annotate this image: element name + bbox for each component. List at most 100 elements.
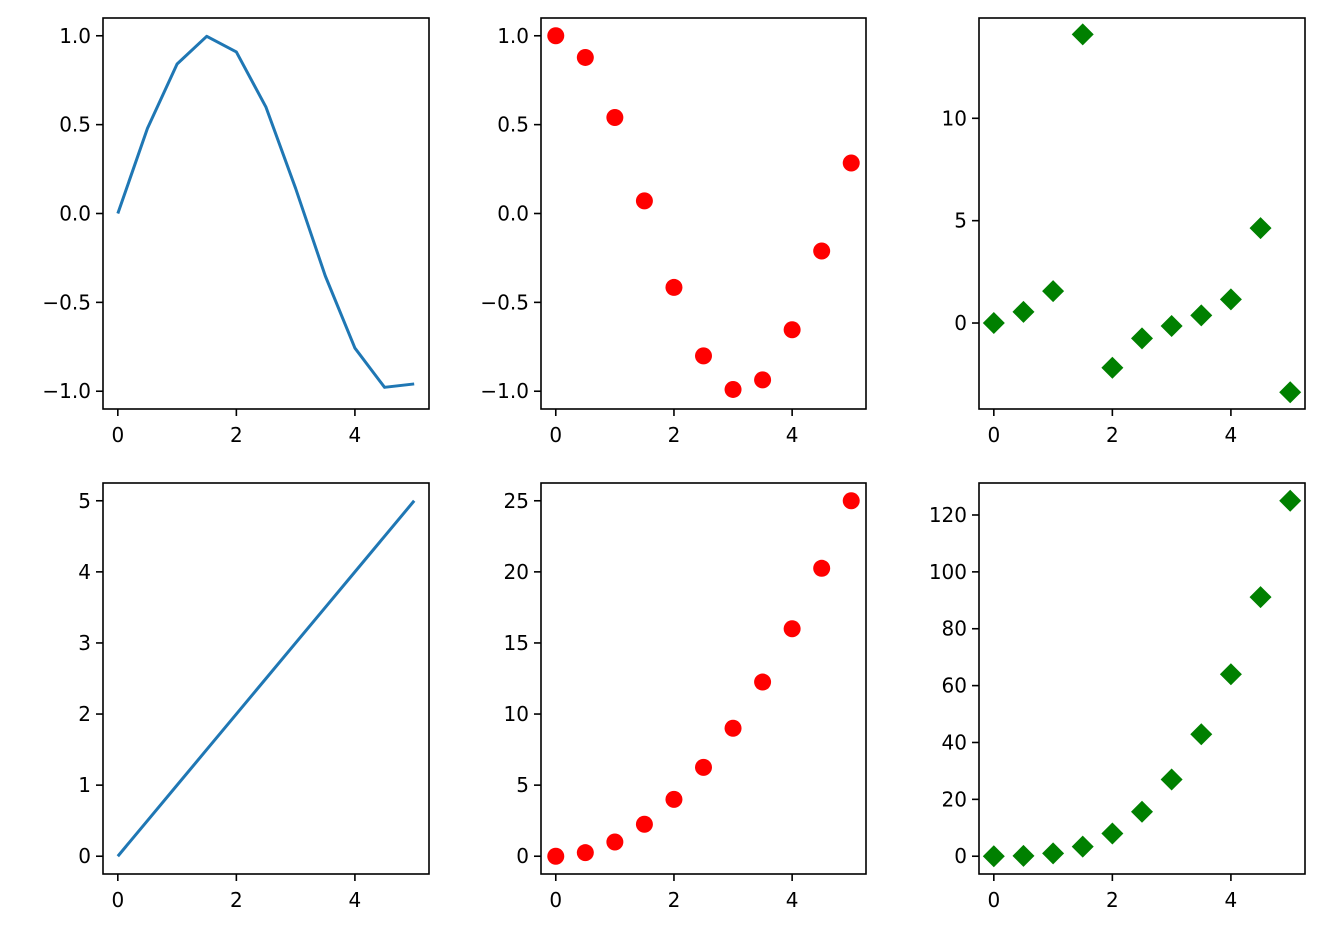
data-point <box>547 847 565 865</box>
data-point <box>982 312 1005 335</box>
data-point <box>1131 327 1153 350</box>
y-tick-label: 100 <box>929 560 967 584</box>
y-tick-label: −0.5 <box>480 290 529 314</box>
data-point <box>665 278 683 296</box>
subplot-1: 0 2 4 −1.0 −0.5 0.0 0.5 1.0 <box>42 17 430 447</box>
data-point <box>1249 586 1272 609</box>
y-tick-label: −1.0 <box>480 379 529 403</box>
data-point <box>1131 800 1153 823</box>
data-point <box>1101 356 1124 379</box>
x-tick-label: 0 <box>549 423 562 447</box>
data-point <box>695 347 712 365</box>
y-tick-label: 20 <box>942 787 967 811</box>
data-point <box>1249 217 1272 240</box>
data-point <box>576 48 594 66</box>
x-tick-label: 2 <box>1106 423 1119 447</box>
x-tick-label: 4 <box>349 888 362 912</box>
data-point <box>1071 23 1094 46</box>
data-point <box>606 833 624 851</box>
data-point <box>695 758 712 776</box>
x-tick-label: 2 <box>1106 888 1119 912</box>
data-point <box>547 27 565 45</box>
y-tick-label: 120 <box>929 503 967 527</box>
x-tick-label: 0 <box>987 423 1000 447</box>
y-tick-label: 60 <box>942 674 967 698</box>
data-point <box>576 844 594 862</box>
y-tick-label: −0.5 <box>42 290 91 314</box>
data-point <box>1042 280 1065 303</box>
y-tick-label: 5 <box>516 773 529 797</box>
y-tick-label: 80 <box>942 617 967 641</box>
data-point <box>606 109 624 127</box>
axes-frame <box>540 482 867 875</box>
data-point <box>1012 844 1035 867</box>
y-tick-label: 10 <box>504 702 529 726</box>
x-tick-label: 0 <box>111 888 124 912</box>
y-tick-label: 40 <box>942 730 967 754</box>
y-tick-label: 0.0 <box>59 202 91 226</box>
y-tick-label: 5 <box>78 489 91 513</box>
y-tick-label: 0.0 <box>497 202 529 226</box>
data-point <box>813 559 831 577</box>
data-point <box>1190 723 1213 746</box>
data-point <box>1071 835 1094 858</box>
x-tick-label: 4 <box>349 423 362 447</box>
y-tick-label: 10 <box>942 106 967 130</box>
y-tick-label: 0 <box>954 311 967 335</box>
y-tick-label: 15 <box>504 631 529 655</box>
y-tick-label: 20 <box>504 560 529 584</box>
x-tick-label: 2 <box>230 888 243 912</box>
y-tick-label: 2 <box>78 702 91 726</box>
data-point <box>754 673 772 691</box>
data-point <box>783 321 801 339</box>
data-point <box>1279 489 1302 512</box>
series-line <box>116 34 415 389</box>
y-tick-label: −1.0 <box>42 379 91 403</box>
data-point <box>1219 288 1242 311</box>
axes-frame <box>102 482 430 875</box>
data-point <box>1219 663 1242 686</box>
axes-frame <box>978 17 1306 410</box>
data-point <box>754 371 772 389</box>
subplot-2: 0 2 4 −1.0 −0.5 0.0 0.5 1.0 <box>480 17 867 447</box>
y-tick-label: 4 <box>78 560 91 584</box>
y-tick-label: 3 <box>78 631 91 655</box>
x-tick-label: 4 <box>1225 423 1238 447</box>
x-tick-label: 0 <box>549 888 562 912</box>
y-tick-label: 1.0 <box>59 24 91 48</box>
axes-frame <box>978 482 1306 875</box>
y-tick-label: 0 <box>954 844 967 868</box>
y-tick-label: 1 <box>78 773 91 797</box>
x-tick-label: 0 <box>111 423 124 447</box>
subplot-4: 0 2 4 0 1 2 3 4 5 <box>78 482 430 912</box>
data-point <box>1190 304 1213 327</box>
y-tick-label: 1.0 <box>497 24 529 48</box>
y-tick-label: 0 <box>78 844 91 868</box>
data-point <box>1042 842 1065 865</box>
data-point <box>635 192 653 210</box>
data-point <box>724 719 742 737</box>
x-tick-label: 4 <box>786 423 799 447</box>
data-point <box>813 242 831 260</box>
subplot-5: 0 2 4 0 5 10 15 20 25 <box>504 482 867 912</box>
y-tick-label: 0 <box>516 844 529 868</box>
x-tick-label: 2 <box>668 888 681 912</box>
x-tick-label: 4 <box>786 888 799 912</box>
x-tick-label: 4 <box>1225 888 1238 912</box>
y-tick-label: 5 <box>954 209 967 233</box>
data-point <box>724 380 742 398</box>
y-tick-label: 25 <box>504 489 529 513</box>
data-point <box>1160 314 1183 337</box>
data-point <box>1012 300 1035 323</box>
x-tick-label: 2 <box>230 423 243 447</box>
data-point <box>783 620 801 638</box>
axes-frame <box>102 17 430 410</box>
y-tick-label: 0.5 <box>497 113 529 137</box>
data-point <box>1279 381 1302 404</box>
data-point <box>842 492 860 510</box>
data-point <box>982 845 1005 868</box>
data-point <box>1101 822 1124 845</box>
y-tick-label: 0.5 <box>59 113 91 137</box>
series-line <box>116 499 416 858</box>
